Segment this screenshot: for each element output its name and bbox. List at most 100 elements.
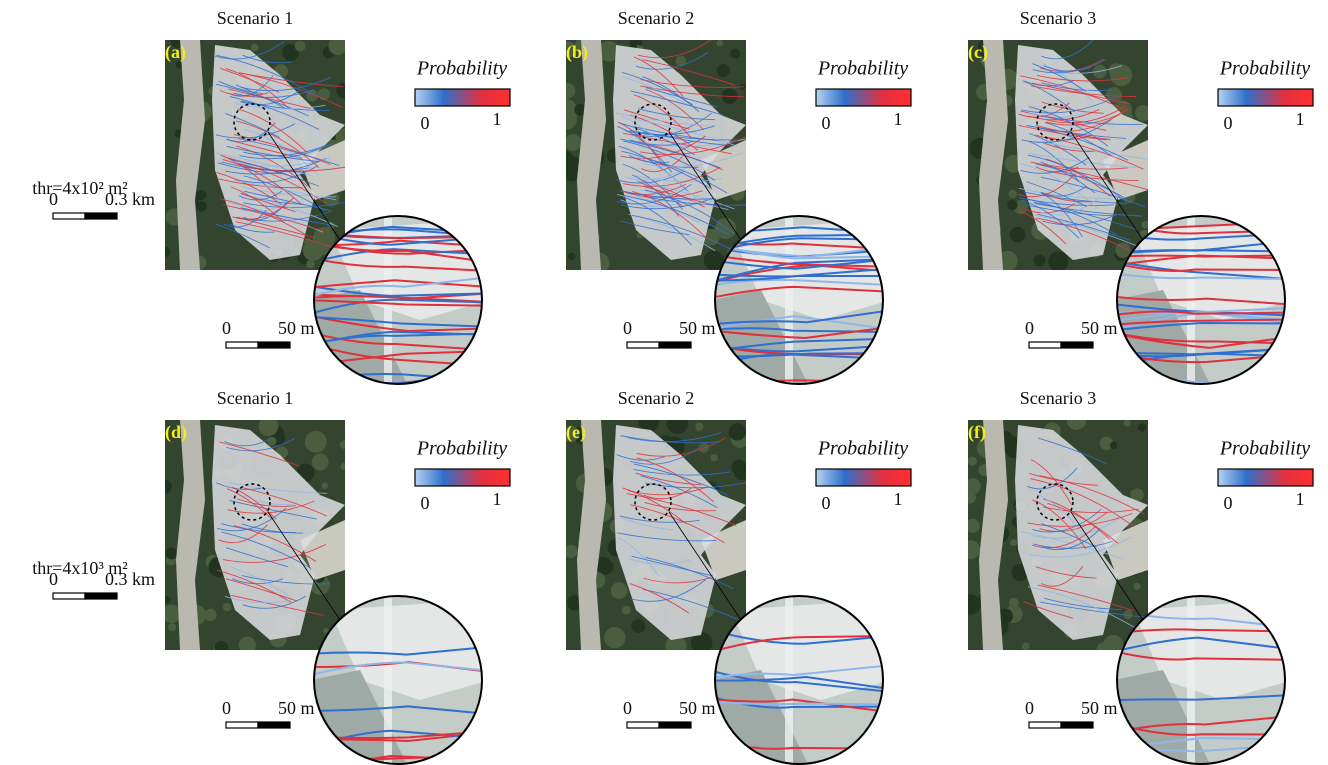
tree-patch (1010, 227, 1025, 242)
tree-patch (730, 49, 740, 59)
tree-patch (223, 603, 232, 612)
tree-patch (965, 478, 981, 494)
scale-length: 50 m (278, 698, 315, 718)
tree-patch (1124, 420, 1131, 427)
tree-patch (729, 423, 746, 440)
scale-bar-white (1029, 722, 1061, 728)
tree-patch (318, 88, 330, 100)
tree-patch (166, 548, 178, 560)
panel-title: Scenario 3 (1020, 8, 1096, 28)
scale-bar-white (53, 593, 85, 599)
legend-max: 1 (894, 489, 903, 509)
panel: Scenario 2(b)Probability01050 m (556, 8, 911, 392)
tree-patch (559, 83, 575, 99)
tree-patch (1110, 64, 1132, 86)
scale-bar-black (85, 213, 117, 219)
legend-colorbar (816, 469, 911, 486)
tree-patch (604, 627, 625, 648)
tree-patch (162, 605, 180, 623)
row: thr=4x10² m²00.3 km (32, 178, 155, 219)
scale-bar-black (1061, 342, 1093, 348)
tree-patch (695, 422, 703, 430)
legend-min: 0 (822, 493, 831, 513)
legend-min: 0 (1224, 113, 1233, 133)
tree-patch (340, 463, 348, 471)
scale-bar-black (85, 593, 117, 599)
tree-patch (968, 457, 977, 466)
legend-max: 1 (493, 109, 502, 129)
tree-patch (1008, 190, 1016, 198)
tree-patch (340, 440, 348, 448)
legend-min: 0 (822, 113, 831, 133)
scale-bar-white (226, 722, 258, 728)
tree-patch (215, 641, 228, 654)
tree-patch (1067, 410, 1087, 430)
legend-colorbar (1218, 89, 1313, 106)
scale-length: 50 m (679, 698, 716, 718)
tree-patch (717, 64, 730, 77)
tree-patch (163, 596, 171, 604)
tree-patch (159, 480, 172, 493)
legend-title: Probability (1219, 438, 1310, 460)
tree-patch (717, 40, 724, 47)
tree-patch (321, 483, 328, 490)
panel: Scenario 2(e)Probability01050 m (563, 388, 911, 765)
tree-patch (960, 594, 980, 614)
map (160, 32, 353, 270)
tree-patch (667, 412, 689, 434)
row: thr=4x10³ m²00.3 km (32, 558, 155, 599)
tree-patch (196, 190, 206, 200)
tree-patch (961, 540, 980, 559)
scale-bar-black (1061, 722, 1093, 728)
legend-colorbar (1218, 469, 1313, 486)
scale-bar-black (258, 722, 290, 728)
scale-bar-white (53, 213, 85, 219)
legend-max: 1 (1296, 109, 1305, 129)
panel-title: Scenario 3 (1020, 388, 1096, 408)
tree-patch (735, 466, 749, 480)
tree-patch (336, 83, 352, 99)
panel: Scenario 3(f)Probability01050 m (960, 388, 1313, 765)
tree-patch (1034, 255, 1046, 267)
figure: thr=4x10² m²00.3 kmScenario 1(a)Probabil… (0, 0, 1328, 765)
tree-patch (1135, 105, 1151, 121)
tree-patch (966, 519, 980, 533)
tree-patch (711, 454, 718, 461)
tree-patch (1009, 598, 1019, 608)
tree-patch (631, 619, 645, 633)
tree-patch (1138, 423, 1146, 431)
panel-letter: (d) (165, 422, 187, 443)
tree-patch (239, 637, 256, 654)
legend-max: 1 (1296, 489, 1305, 509)
scale-zero: 0 (222, 698, 231, 718)
scale-zero: 0 (49, 569, 58, 589)
scale-zero: 0 (1025, 698, 1034, 718)
scale-zero: 0 (49, 189, 58, 209)
tree-patch (559, 151, 573, 165)
panel-letter: (c) (968, 42, 988, 63)
panel-letter: (e) (566, 422, 586, 443)
legend-colorbar (415, 469, 510, 486)
legend-title: Probability (416, 438, 507, 460)
tree-patch (564, 545, 577, 558)
map (968, 38, 1151, 271)
legend-colorbar (816, 89, 911, 106)
scale-bar-white (627, 722, 659, 728)
tree-patch (1141, 221, 1149, 229)
scale-zero: 0 (1025, 318, 1034, 338)
tree-patch (204, 609, 216, 621)
tree-patch (556, 108, 577, 129)
tree-patch (259, 416, 279, 436)
map (556, 36, 748, 273)
scale-zero: 0 (222, 318, 231, 338)
tree-patch (568, 253, 575, 260)
scale-bar-black (659, 342, 691, 348)
panel-title: Scenario 1 (217, 388, 293, 408)
tree-patch (1110, 442, 1117, 449)
map (960, 410, 1148, 657)
tree-patch (699, 443, 709, 453)
legend-title: Probability (817, 58, 908, 80)
scale-bar-white (627, 342, 659, 348)
tree-patch (1133, 583, 1140, 590)
tree-patch (305, 431, 327, 453)
